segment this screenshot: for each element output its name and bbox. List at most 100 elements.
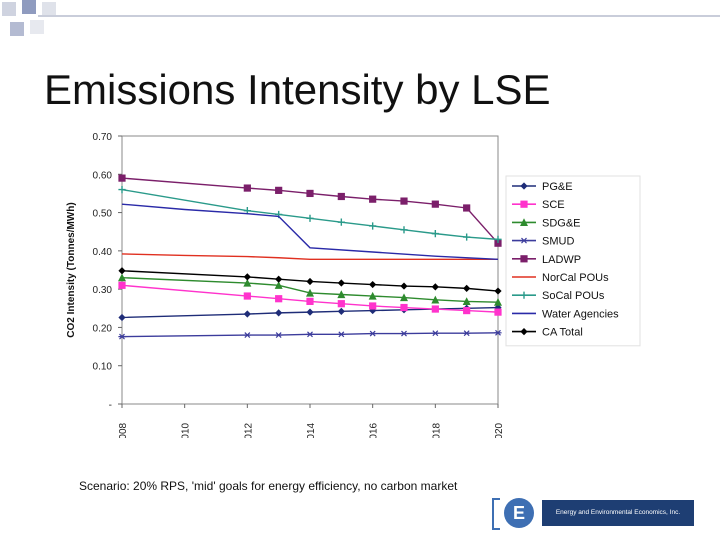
- series-ca-total-point: [463, 284, 471, 292]
- legend-swatch-marker: [520, 291, 528, 299]
- series-socal-pous-point: [463, 233, 471, 241]
- company-logo: E Energy and Environmental Economics, In…: [492, 496, 696, 532]
- y-axis-label: CO2 Intensity (Tonnes/MWh): [66, 202, 77, 337]
- series-ladwp-point: [118, 174, 126, 182]
- series-socal-pous-point: [369, 222, 377, 230]
- series-sdg-e-point: [431, 295, 440, 304]
- series-sce-point: [400, 303, 408, 312]
- x-tick-label: 2010: [181, 422, 192, 438]
- x-tick-label: 2014: [306, 422, 317, 438]
- y-tick-label: 0.30: [93, 285, 113, 296]
- series-ladwp-point: [306, 189, 314, 198]
- series-pg-e-point: [243, 310, 251, 318]
- series-smud-point: [431, 330, 439, 337]
- series-ca-total-point: [494, 287, 502, 295]
- x-tick-label: 2012: [243, 422, 254, 438]
- series-smud-point: [118, 333, 126, 340]
- legend-label: NorCal POUs: [542, 272, 609, 284]
- series-socal-pous: [118, 186, 502, 243]
- series-smud-point: [400, 330, 408, 337]
- legend-swatch-marker: [520, 200, 528, 208]
- series-socal-pous-point: [400, 226, 408, 234]
- series-smud-point: [463, 330, 471, 337]
- plot-area-border: [121, 135, 499, 405]
- series-ca-total-point: [118, 267, 126, 275]
- series-sce-point: [306, 297, 314, 305]
- legend-label: Water Agencies: [542, 308, 619, 320]
- series-smud-point: [494, 329, 502, 336]
- logo-text: Energy and Environmental Economics, Inc.: [542, 500, 694, 526]
- series-smud-point: [243, 332, 251, 339]
- x-tick-label: 2008: [118, 422, 129, 438]
- series-norcal-pous-line: [121, 253, 498, 260]
- series-pg-e-point: [337, 307, 345, 315]
- y-tick-label: 0.20: [93, 323, 113, 334]
- legend-item-sce: SCE: [512, 199, 565, 211]
- series-pg-e: [118, 303, 502, 322]
- legend-label: SoCal POUs: [542, 290, 605, 302]
- series-sce: [118, 281, 502, 316]
- series-norcal-pous: [121, 253, 498, 260]
- header-rule: [38, 15, 720, 17]
- series-smud: [118, 329, 502, 340]
- series-ladwp-point: [337, 192, 345, 201]
- legend-label: CA Total: [542, 327, 583, 339]
- series-smud-point: [306, 331, 314, 338]
- series-pg-e-line: [121, 306, 499, 319]
- series-ladwp-point: [243, 184, 251, 192]
- series-socal-pous-point: [118, 186, 126, 194]
- series-ca-total-point: [243, 273, 251, 281]
- series-sce-point: [463, 306, 471, 315]
- x-tick-label: 2016: [369, 422, 380, 438]
- series-pg-e-point: [275, 309, 283, 317]
- y-tick-label: 0.70: [93, 132, 113, 143]
- series-socal-pous-point: [337, 218, 345, 226]
- legend-item-pg-e: PG&E: [512, 181, 573, 193]
- legend-swatch-marker: [520, 237, 528, 244]
- series-socal-pous-point: [494, 235, 502, 243]
- series-ca-total-point: [369, 280, 377, 289]
- series-ca-total-point: [337, 279, 345, 287]
- legend-label: PG&E: [542, 181, 573, 193]
- series-sdg-e-point: [494, 297, 502, 306]
- series-water-agencies-line: [121, 203, 499, 260]
- series-ladwp-point: [275, 186, 283, 194]
- series-ladwp-line: [121, 177, 499, 244]
- legend-label: SCE: [542, 199, 565, 211]
- series-smud-line: [121, 332, 499, 338]
- legend-label: LADWP: [542, 254, 581, 266]
- series-sce-point: [275, 295, 283, 303]
- series-ladwp-point: [369, 195, 377, 203]
- legend-label: SMUD: [542, 236, 574, 248]
- y-tick-label: -: [109, 400, 112, 411]
- series-sdg-e: [118, 273, 502, 306]
- series-pg-e-point: [306, 308, 314, 316]
- series-sdg-e-point: [462, 297, 471, 305]
- y-tick-label: 0.50: [93, 209, 113, 220]
- series-sce-point: [431, 305, 439, 313]
- emissions-line-chart: - 0.10 0.20 0.30 0.40 0.50 0.60 0.70 2008 2010 201…: [66, 132, 641, 438]
- series-pg-e-point: [118, 313, 126, 322]
- series-sce-line: [121, 284, 499, 313]
- decorative-squares: [2, 0, 56, 36]
- series-smud-point: [369, 330, 377, 337]
- series-sce-point: [243, 292, 251, 300]
- legend-item-sdg-e: SDG&E: [512, 217, 581, 229]
- series-sce-point: [369, 302, 377, 310]
- series-sdg-e-point: [243, 278, 252, 287]
- x-tick-label: 2018: [431, 422, 442, 438]
- series-ca-total-point: [400, 282, 408, 290]
- legend-swatch-marker: [520, 218, 528, 226]
- scenario-note: Scenario: 20% RPS, 'mid' goals for energ…: [79, 479, 458, 493]
- series-smud-point: [337, 331, 345, 338]
- series-sce-point: [118, 281, 126, 289]
- series-sdg-e-point: [337, 290, 346, 299]
- slide-title: Emissions Intensity by LSE: [44, 66, 551, 113]
- series-ca-total-line: [121, 270, 499, 292]
- series-socal-pous-line: [121, 188, 499, 241]
- logo-e-mark-icon: E: [504, 498, 534, 528]
- y-tick-label: 0.10: [93, 362, 113, 373]
- y-tick-label: 0.40: [93, 247, 113, 258]
- logo-bracket: [492, 498, 500, 530]
- legend-swatch-marker: [520, 182, 528, 190]
